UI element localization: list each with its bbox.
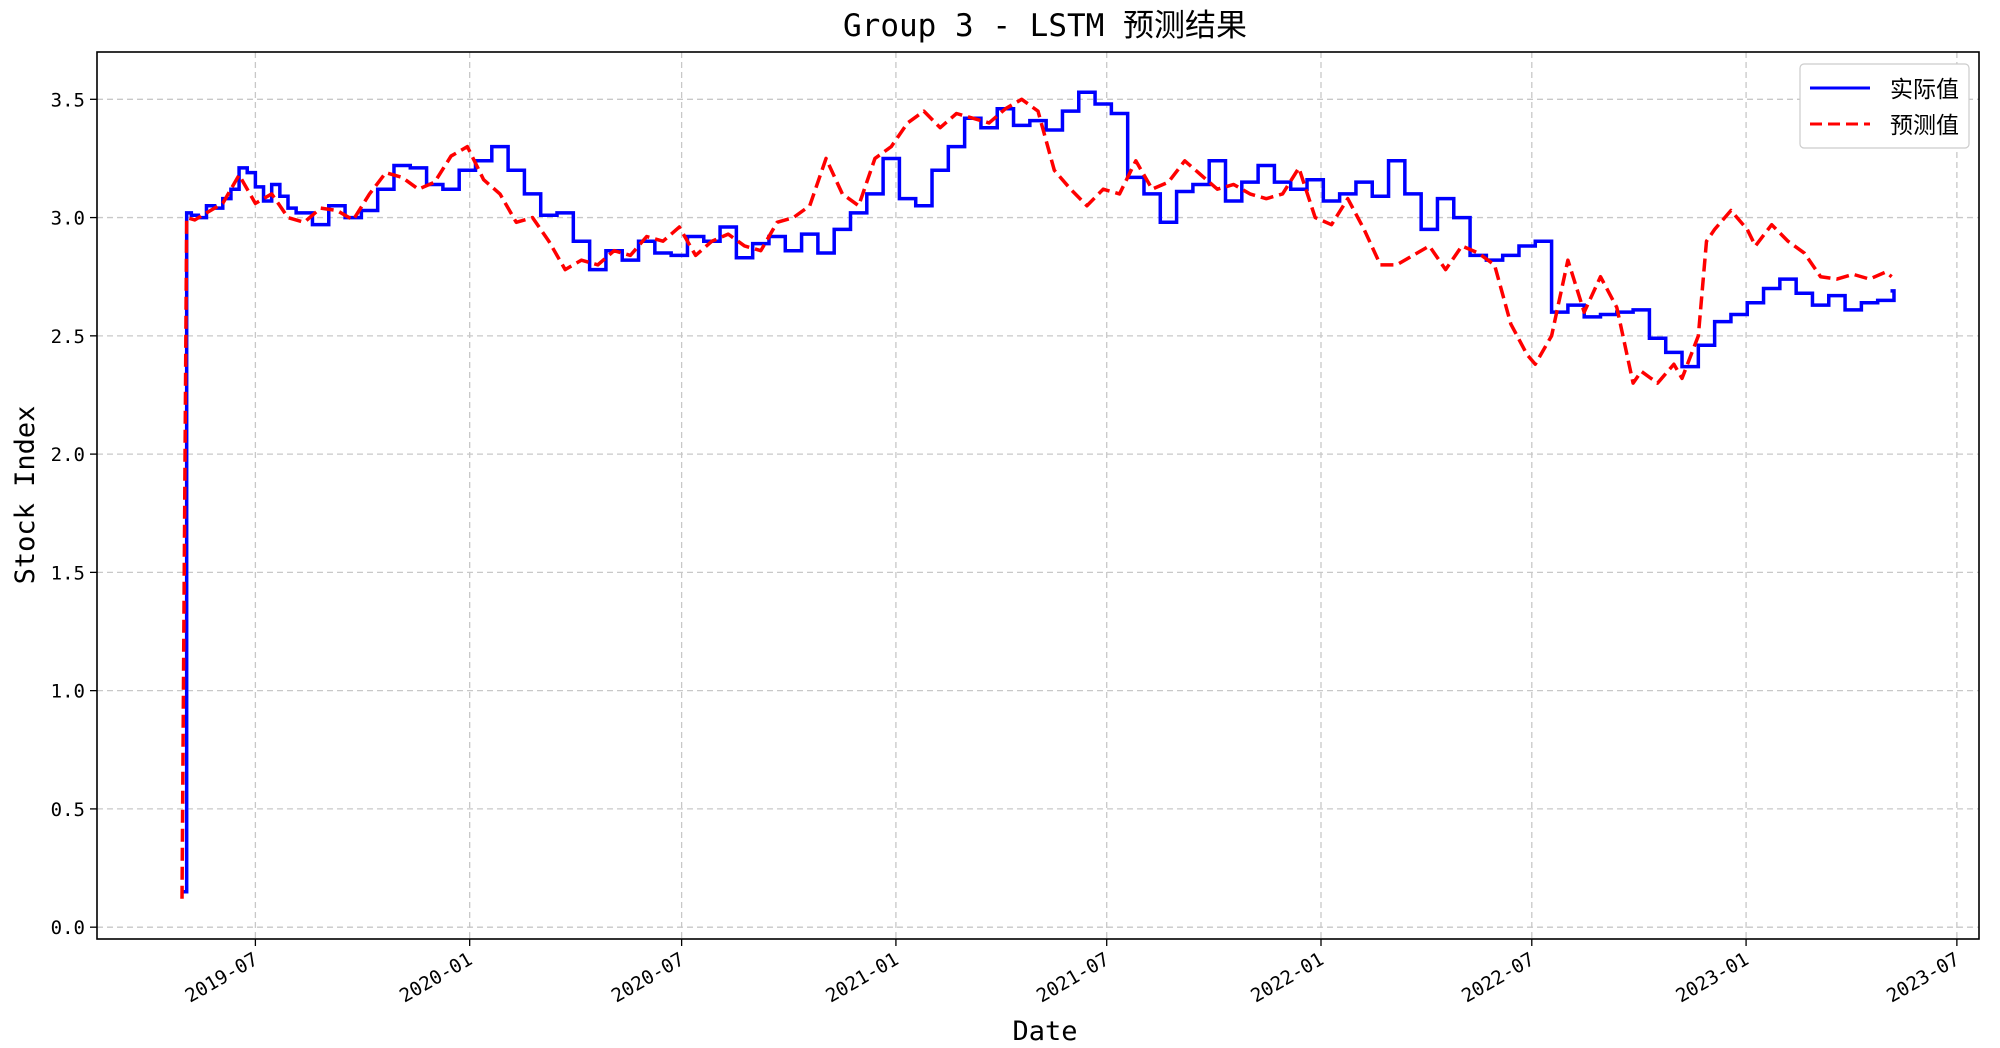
grid-lines: [97, 52, 1979, 939]
x-tick-label: 2022-01: [1247, 948, 1327, 1007]
x-tick-label: 2019-07: [182, 948, 262, 1007]
x-axis-label: Date: [1012, 1016, 1077, 1047]
legend-label-predicted: 预测值: [1890, 113, 1959, 139]
x-axis: 2019-07 2020-01 2020-07 2021-01 2021-07 2022-…: [182, 939, 1963, 1007]
chart-title: Group 3 - LSTM 预测结果: [843, 8, 1247, 44]
y-tick-label: 2.5: [51, 326, 85, 348]
legend-box: [1799, 63, 1970, 149]
series-line-predicted: [180, 97, 1893, 899]
y-tick-label: 1.0: [51, 681, 85, 703]
x-tick-label: 2021-07: [1033, 948, 1113, 1007]
y-tick-label: 0.5: [51, 799, 85, 821]
x-tick-label: 2023-07: [1883, 948, 1963, 1007]
x-tick-label: 2020-07: [608, 948, 688, 1007]
legend: 实际值 预测值: [1799, 63, 1970, 149]
y-tick-label: 1.5: [51, 562, 85, 584]
x-tick-label: 2020-01: [396, 948, 476, 1007]
y-axis-label: Stock Index: [10, 406, 41, 585]
y-tick-label: 2.0: [51, 444, 85, 466]
plot-lines: [180, 90, 1896, 899]
x-tick-label: 2022-07: [1458, 948, 1538, 1007]
legend-label-actual: 实际值: [1890, 77, 1959, 103]
y-tick-label: 3.0: [51, 208, 85, 230]
y-tick-label: 3.5: [51, 89, 85, 111]
x-tick-label: 2021-01: [822, 948, 902, 1007]
plot-frame: [96, 51, 1980, 940]
y-axis: 0.0 0.5 1.0 1.5 2.0 2.5 3.0 3.5: [51, 89, 97, 939]
y-tick-label: 0.0: [51, 917, 85, 939]
series-line-actual: [183, 90, 1896, 894]
x-tick-label: 2023-01: [1672, 948, 1752, 1007]
